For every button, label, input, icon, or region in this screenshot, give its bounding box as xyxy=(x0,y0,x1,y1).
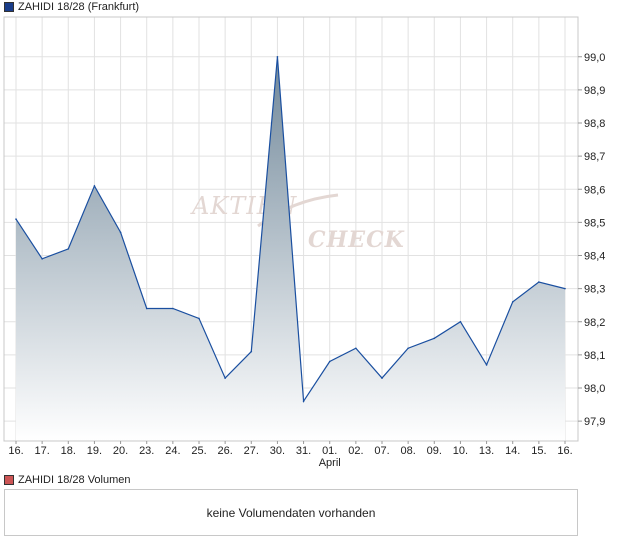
x-tick-label: 13. xyxy=(479,445,494,457)
x-tick-label: 08. xyxy=(400,445,415,457)
x-tick-label: 30. xyxy=(270,445,285,457)
x-tick-label: 19. xyxy=(87,445,102,457)
price-point xyxy=(433,337,436,340)
price-point xyxy=(67,248,70,250)
x-tick-label: 09. xyxy=(427,445,442,457)
price-point xyxy=(198,317,200,320)
price-area xyxy=(16,56,565,441)
x-tick-label: 01. xyxy=(322,445,337,457)
y-tick-label: 97,9 xyxy=(584,416,605,428)
price-point xyxy=(564,287,566,290)
x-tick-label: 24. xyxy=(165,445,180,457)
price-point xyxy=(328,360,331,363)
price-point xyxy=(407,347,409,350)
x-tick-label: 20. xyxy=(113,445,128,457)
price-point xyxy=(224,377,226,379)
plot-border xyxy=(3,16,579,442)
x-tick-label: 23. xyxy=(139,445,154,457)
price-point xyxy=(485,364,488,366)
x-tick-label: 26. xyxy=(217,445,232,457)
price-point xyxy=(119,231,122,234)
volume-panel: keine Volumendaten vorhanden xyxy=(4,489,578,536)
x-tick-label: 31. xyxy=(296,445,311,457)
y-tick-label: 98,7 xyxy=(584,151,605,163)
x-tick-label: 25. xyxy=(191,445,206,457)
x-tick-label: 17. xyxy=(34,445,49,457)
volume-empty-message: keine Volumendaten vorhanden xyxy=(206,505,376,520)
x-tick-label: 16. xyxy=(557,445,572,457)
price-point xyxy=(250,350,253,353)
y-tick-label: 98,1 xyxy=(584,350,605,362)
price-point xyxy=(93,185,96,187)
volume-legend-label: ZAHIDI 18/28 Volumen xyxy=(18,474,131,486)
x-tick-label: 18. xyxy=(61,445,76,457)
x-tick-label: 14. xyxy=(505,445,520,457)
price-point xyxy=(538,281,540,283)
price-point xyxy=(511,301,514,303)
x-tick-label: 10. xyxy=(453,445,468,457)
price-point xyxy=(145,307,148,310)
y-tick-label: 98,6 xyxy=(584,184,605,196)
y-tick-label: 98,8 xyxy=(584,118,605,130)
volume-legend-swatch xyxy=(4,475,14,485)
y-tick-label: 98,9 xyxy=(584,85,605,97)
price-legend-label: ZAHIDI 18/28 (Frankfurt) xyxy=(18,1,140,13)
volume-legend: ZAHIDI 18/28 Volumen xyxy=(4,473,131,487)
x-tick-label: 07. xyxy=(374,445,389,457)
price-point xyxy=(276,55,279,58)
price-legend: ZAHIDI 18/28 (Frankfurt) xyxy=(4,0,139,14)
y-tick-label: 98,4 xyxy=(584,251,605,263)
y-tick-label: 98,5 xyxy=(584,217,605,229)
x-tick-label: 02. xyxy=(348,445,363,457)
y-tick-label: 98,0 xyxy=(584,383,605,395)
y-tick-label: 98,3 xyxy=(584,284,605,296)
y-tick-label: 99,0 xyxy=(584,52,605,64)
x-tick-label: 27. xyxy=(244,445,259,457)
price-point xyxy=(172,307,174,310)
price-line xyxy=(15,56,566,404)
price-chart: AKTIEN CHECK 97,998,098,198,298,398,498,… xyxy=(3,16,605,469)
price-point xyxy=(459,320,462,323)
x-tick-label: 15. xyxy=(531,445,546,457)
price-point xyxy=(355,347,357,350)
x-month-label: April xyxy=(319,457,341,469)
watermark-line2: CHECK xyxy=(308,227,405,253)
price-point xyxy=(41,258,43,260)
price-point xyxy=(302,400,305,403)
price-point xyxy=(15,218,17,220)
y-tick-label: 98,2 xyxy=(584,317,605,329)
price-point xyxy=(381,377,383,379)
price-legend-swatch xyxy=(4,2,14,12)
x-tick-label: 16. xyxy=(8,445,23,457)
